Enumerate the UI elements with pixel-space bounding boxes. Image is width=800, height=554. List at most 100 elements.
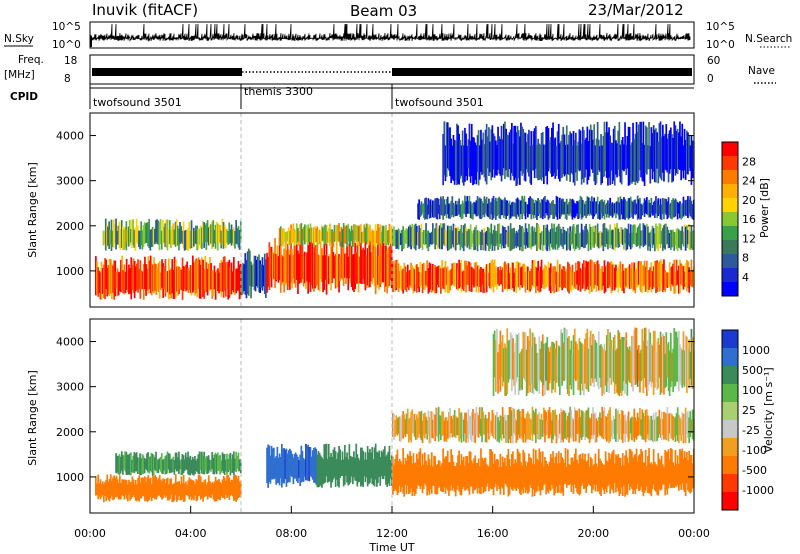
- range-cell: [143, 222, 146, 244]
- range-cell: [434, 228, 436, 250]
- range-cell: [300, 234, 303, 283]
- range-cell: [357, 226, 360, 242]
- nsearch-tick-bottom: 10^0: [706, 39, 735, 51]
- range-cell: [516, 197, 519, 215]
- range-cell: [104, 481, 106, 497]
- range-cell: [381, 452, 384, 479]
- range-cell: [472, 408, 474, 436]
- range-cell: [632, 122, 634, 182]
- range-cell: [103, 484, 105, 503]
- range-cell: [108, 221, 110, 249]
- range-cell: [220, 483, 223, 496]
- range-cell: [144, 256, 146, 290]
- range-cell: [560, 140, 562, 179]
- range-cell: [474, 142, 477, 180]
- range-cell: [286, 453, 289, 483]
- range-cell: [160, 230, 163, 250]
- nsearch-label: N.Search: [745, 33, 792, 45]
- range-cell: [679, 448, 681, 485]
- range-cell: [469, 140, 472, 183]
- range-cell: [295, 454, 298, 482]
- range-cell: [472, 203, 474, 220]
- range-cell: [578, 129, 581, 172]
- range-cell: [377, 452, 379, 484]
- range-cell: [587, 261, 590, 290]
- range-cell: [457, 226, 459, 244]
- range-cell: [349, 455, 352, 483]
- range-cell: [137, 477, 139, 500]
- range-cell: [600, 418, 602, 437]
- range-cell: [116, 268, 119, 297]
- range-cell: [516, 126, 519, 185]
- range-cell: [666, 201, 669, 220]
- range-cell: [131, 476, 134, 498]
- range-cell: [96, 483, 98, 496]
- range-cell: [315, 228, 318, 243]
- range-cell: [604, 227, 607, 248]
- range-cell: [397, 417, 400, 434]
- range-cell: [480, 129, 482, 172]
- range-cell: [554, 348, 557, 393]
- range-cell: [411, 265, 414, 290]
- range-cell: [278, 228, 281, 246]
- range-cell: [687, 132, 689, 175]
- colorbar-swatch: [722, 226, 738, 241]
- range-cell: [122, 479, 125, 497]
- range-cell: [567, 228, 569, 250]
- range-cell: [99, 479, 102, 500]
- range-cell: [212, 458, 215, 475]
- range-cell: [192, 480, 194, 499]
- range-cell: [461, 200, 464, 219]
- range-cell: [503, 348, 505, 382]
- range-cell: [329, 223, 331, 247]
- range-cell: [668, 233, 671, 248]
- range-cell: [209, 481, 211, 498]
- range-cell: [608, 263, 610, 285]
- range-cell: [289, 448, 291, 483]
- range-cell: [569, 131, 571, 182]
- range-cell: [515, 261, 518, 294]
- range-cell: [365, 459, 368, 478]
- range-cell: [496, 201, 498, 217]
- range-cell: [207, 455, 210, 473]
- colorbar-frame: [721, 329, 739, 511]
- range-cell: [648, 270, 650, 290]
- range-cell: [529, 328, 531, 393]
- range-cell: [486, 263, 489, 286]
- range-cell: [213, 454, 216, 475]
- range-cell: [179, 222, 181, 244]
- xtick-label: 20:00: [577, 527, 609, 540]
- range-cell: [671, 352, 673, 382]
- range-cell: [406, 454, 409, 486]
- range-cell: [210, 460, 212, 472]
- range-cell: [676, 455, 679, 485]
- range-cell: [372, 459, 375, 486]
- range-cell: [646, 260, 648, 289]
- range-cell: [665, 451, 668, 490]
- range-cell: [457, 200, 459, 215]
- range-cell: [680, 263, 682, 285]
- range-cell: [609, 262, 611, 288]
- range-cell: [527, 411, 529, 440]
- range-cell: [181, 483, 184, 499]
- freq-label: Freq.: [18, 54, 44, 66]
- range-cell: [457, 417, 459, 436]
- range-cell: [195, 258, 198, 294]
- range-cell: [480, 198, 482, 220]
- range-cell: [310, 238, 313, 285]
- range-cell: [295, 223, 298, 245]
- range-cell: [238, 481, 241, 498]
- range-cell: [666, 138, 669, 173]
- range-cell: [354, 458, 356, 481]
- range-cell: [442, 448, 444, 492]
- range-cell: [452, 202, 455, 218]
- range-cell: [596, 196, 599, 219]
- range-cell: [298, 460, 300, 478]
- range-cell: [521, 409, 523, 440]
- range-cell: [499, 198, 502, 220]
- range-cell: [506, 270, 509, 292]
- range-cell: [227, 261, 229, 300]
- range-cell: [646, 346, 648, 396]
- range-cell: [595, 201, 598, 214]
- range-cell: [610, 260, 613, 294]
